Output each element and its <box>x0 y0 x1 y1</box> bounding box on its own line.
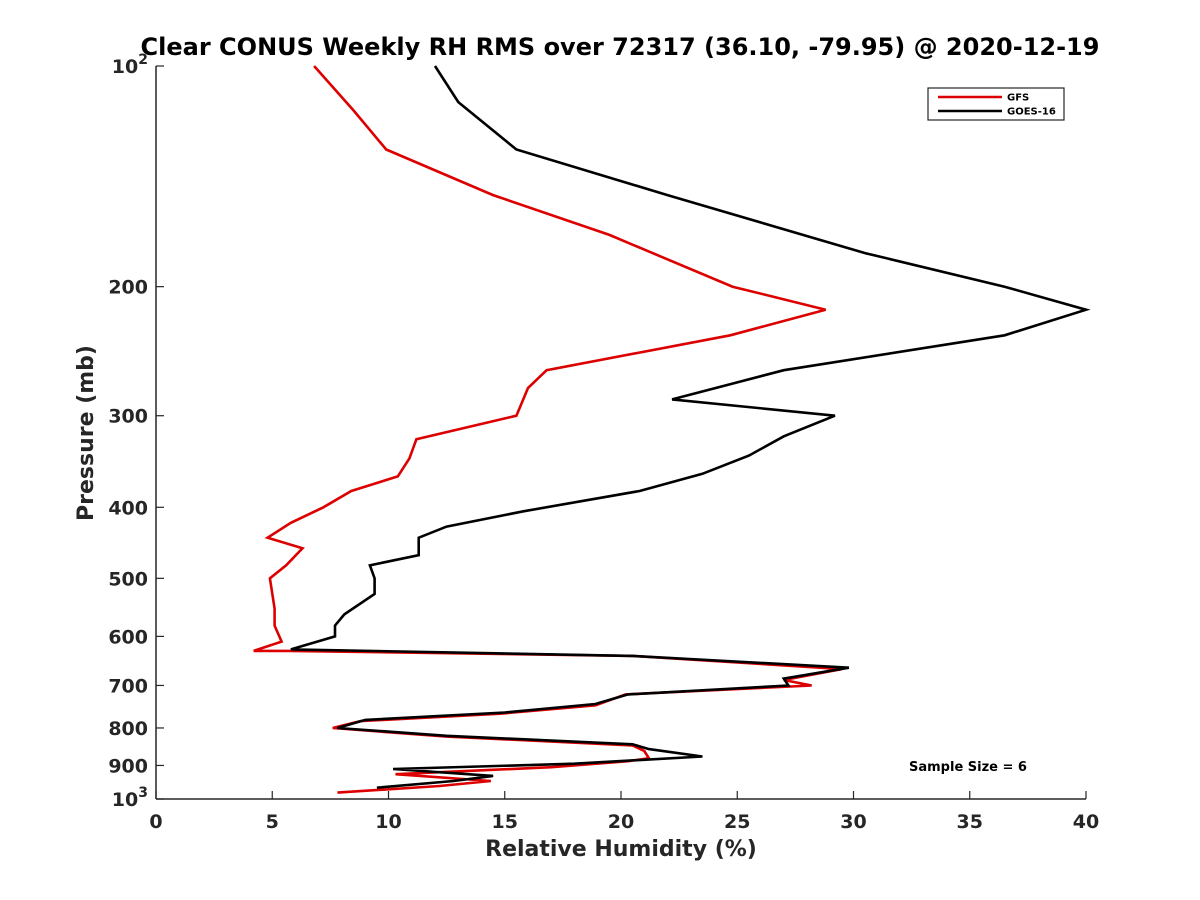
x-axis-label: Relative Humidity (%) <box>485 837 757 862</box>
y-tick-label: 300 <box>108 406 148 428</box>
series-layer <box>253 65 1091 794</box>
x-tick-label: 35 <box>957 811 983 833</box>
legend-label-gfs: GFS <box>1007 93 1029 104</box>
y-tick-label: 600 <box>108 626 148 648</box>
y-tick-label: 102 <box>112 52 148 78</box>
x-axis-ticks: 0 5 10 15 20 25 30 35 40 <box>149 791 1099 833</box>
legend: GFS GOES-16 <box>927 87 1065 121</box>
y-tick-label: 200 <box>108 277 148 299</box>
y-tick-label: 800 <box>108 718 148 740</box>
series-line-gfs <box>253 65 843 794</box>
x-tick-label: 30 <box>840 811 866 833</box>
y-tick-label: 103 <box>112 785 148 811</box>
x-tick-label: 20 <box>608 811 634 833</box>
x-tick-label: 5 <box>266 811 279 833</box>
x-tick-label: 0 <box>149 811 162 833</box>
sample-size-annotation: Sample Size = 6 <box>909 760 1027 775</box>
y-tick-label: 400 <box>108 497 148 519</box>
y-axis-label: Pressure (mb) <box>74 345 99 521</box>
y-tick-label: 700 <box>108 675 148 697</box>
x-tick-label: 40 <box>1073 811 1099 833</box>
legend-box <box>927 87 1065 121</box>
x-tick-label: 25 <box>724 811 750 833</box>
legend-label-goes-16: GOES-16 <box>1007 107 1056 118</box>
x-tick-label: 10 <box>375 811 401 833</box>
chart-title: Clear CONUS Weekly RH RMS over 72317 (36… <box>141 33 1100 61</box>
series-line-goes-16 <box>290 65 1091 789</box>
y-axis-ticks: 102 200 300 400 500 600 700 800 900 103 <box>108 52 164 811</box>
plot-area: 0 5 10 15 20 25 30 35 40 102 200 300 400 500 600 700 80… <box>108 52 1099 833</box>
y-tick-label: 500 <box>108 568 148 590</box>
plot-background <box>156 66 1086 799</box>
y-tick-label: 900 <box>108 755 148 777</box>
x-tick-label: 15 <box>492 811 518 833</box>
